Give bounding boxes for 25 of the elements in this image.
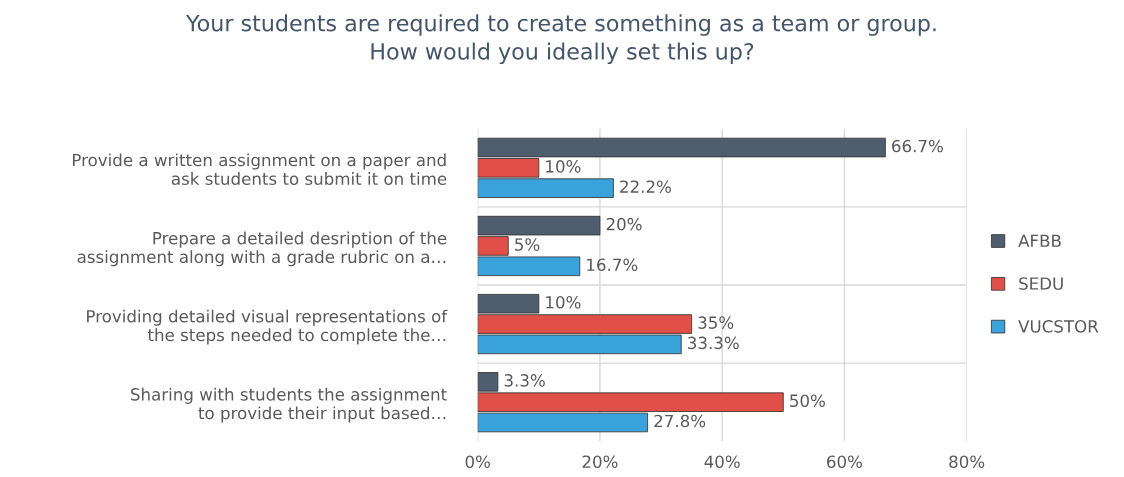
data-label: 10% [546,295,581,309]
legend-label: SEDU [1019,277,1063,290]
data-label: 5% [515,238,540,251]
data-label: 50% [790,394,825,408]
chart-title: Your students are required to create something as a team or group. How would you ideally set this up? [185,14,936,65]
data-label: 35% [698,316,734,329]
legend-label: VUCSTOR [1018,320,1099,333]
x-tick-label: 20% [582,455,618,469]
data-label: 66.7% [892,139,943,153]
data-label: 3.3% [504,374,545,387]
y-tick-label: Prepare a detailed desription of the assignment along with a grade rubric on a… [77,231,447,267]
data-label: 22.2% [620,180,671,193]
data-label: 16.7% [587,258,638,272]
data-label: 27.8% [654,414,706,428]
data-label: 20% [606,217,642,231]
legend-label: AFBB [1018,234,1061,247]
data-label: 10% [546,160,581,173]
x-tick-label: 80% [949,455,985,469]
y-tick-label: Sharing with students the assignment to provide their input based… [131,387,447,423]
x-tick-label: 0% [465,455,490,469]
x-tick-label: 60% [827,455,863,469]
data-label: 33.3% [688,336,739,350]
y-tick-label: Provide a written assignment on a paper and ask students to submit it on time [72,153,447,186]
y-tick-label: Providing detailed visual representations of the steps needed to complete the… [87,309,448,345]
x-tick-label: 40% [704,455,740,469]
